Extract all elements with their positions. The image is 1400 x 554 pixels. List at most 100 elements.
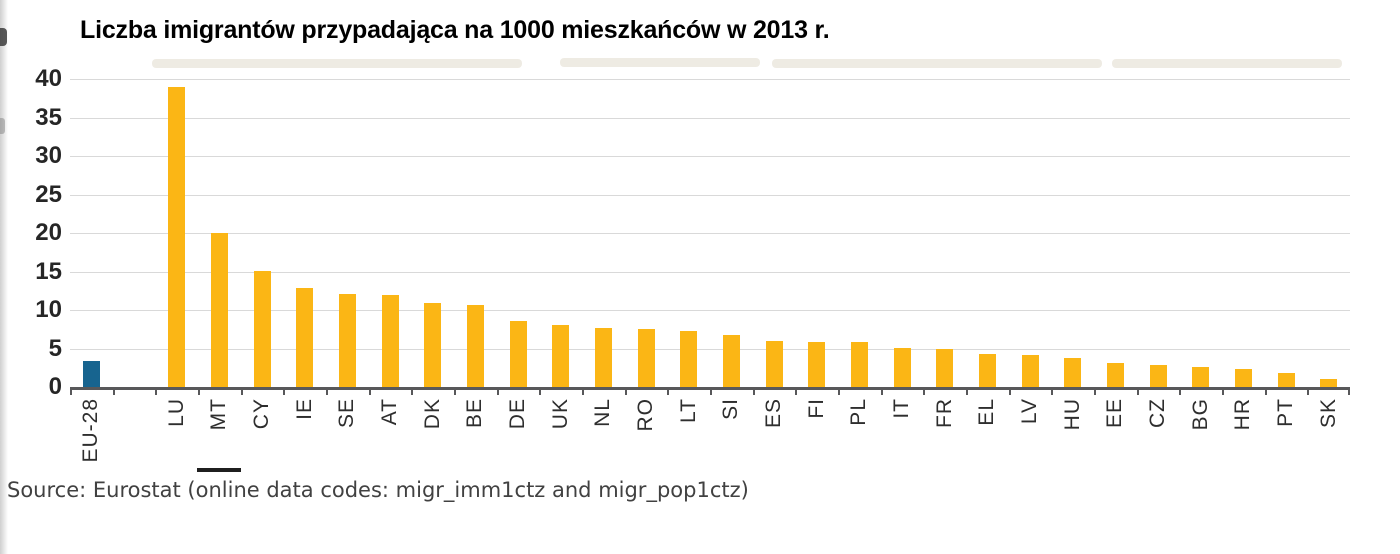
y-tick-label-30: 30 <box>35 142 62 169</box>
bar-AT <box>381 294 399 387</box>
axis-tick <box>752 387 755 395</box>
y-tick-label-25: 25 <box>35 180 62 208</box>
x-tick-label-text: IE <box>292 398 316 420</box>
x-tick-label-text: SE <box>335 398 359 429</box>
y-tick-label-0: 0 <box>48 373 62 400</box>
axis-tick <box>1348 387 1350 395</box>
axis-tick <box>1222 387 1224 395</box>
x-tick-label-text: PL <box>847 398 871 426</box>
x-tick-label-BG: BG <box>1179 398 1222 482</box>
x-tick-label-LV: LV <box>1009 398 1052 482</box>
x-tick-label-CY: CY <box>241 398 284 482</box>
axis-tick <box>624 387 627 395</box>
axis-tick <box>1179 387 1182 395</box>
gridline-15 <box>70 271 1350 273</box>
y-tick-label-35: 35 <box>35 103 62 131</box>
scan-edge-mark <box>0 28 7 46</box>
scan-smudge-artifact <box>152 59 522 68</box>
x-tick-label-text: SI <box>719 398 743 420</box>
bar-IT <box>893 347 911 387</box>
x-tick-label-PT: PT <box>1265 398 1308 482</box>
x-tick-label-text: MT <box>207 398 231 431</box>
x-tick-label-text: DE <box>505 398 529 430</box>
bar-SE <box>338 293 356 387</box>
x-tick-label-UK: UK <box>539 398 582 482</box>
axis-tick <box>539 387 542 395</box>
bar-UK <box>552 324 570 387</box>
bar-PL <box>850 342 868 387</box>
y-tick-label-10: 10 <box>35 296 62 323</box>
x-tick-label-text: HU <box>1060 398 1084 431</box>
x-tick-label-text: EU-28 <box>79 398 103 463</box>
bar-HU <box>1064 357 1082 387</box>
axis-tick <box>283 387 286 395</box>
axis-tick <box>667 387 670 395</box>
x-tick-label-text: FR <box>932 398 956 428</box>
source-note: Source: Eurostat (online data codes: mig… <box>7 478 749 502</box>
x-tick-label-SE: SE <box>326 398 369 482</box>
y-tick-label-40: 40 <box>35 65 62 92</box>
x-tick-label-text: EL <box>975 398 999 426</box>
x-tick-label-DE: DE <box>497 398 540 482</box>
x-tick-label-text: SK <box>1316 398 1340 429</box>
axis-tick <box>1094 387 1096 395</box>
chart-title: Liczba imigrantów przypadająca na 1000 m… <box>80 16 830 44</box>
bar-RO <box>637 329 655 387</box>
axis-tick <box>1264 387 1267 395</box>
gridline-25 <box>70 194 1350 196</box>
x-tick-label-text: CY <box>249 398 273 430</box>
x-tick-label-EL: EL <box>966 398 1009 482</box>
x-tick-label-CZ: CZ <box>1137 398 1180 482</box>
y-tick-label-15: 15 <box>35 257 62 285</box>
axis-tick <box>326 387 328 395</box>
axis-tick <box>1008 387 1011 395</box>
axis-tick <box>1307 387 1310 395</box>
bar-LT <box>680 330 698 387</box>
x-tick-label-MT: MT <box>198 398 241 482</box>
bar-LV <box>1021 355 1039 387</box>
x-tick-label-text: FI <box>804 398 828 419</box>
axis-tick <box>1136 387 1139 395</box>
x-tick-label-EE: EE <box>1094 398 1137 482</box>
gridline-20 <box>70 233 1350 234</box>
x-tick-label-text: HR <box>1231 398 1255 431</box>
bar-ES <box>765 340 783 387</box>
x-tick-label-PL: PL <box>838 398 881 482</box>
axis-tick <box>880 387 883 395</box>
plot-area <box>70 79 1350 395</box>
x-tick-label-text: LT <box>676 398 700 423</box>
axis-tick <box>240 387 243 395</box>
axis-tick <box>838 387 840 395</box>
x-tick-label-ES: ES <box>753 398 796 482</box>
axis-tick <box>112 387 115 395</box>
scan-edge-mark <box>0 118 5 134</box>
bar-EL <box>978 353 996 387</box>
axis-tick <box>496 387 499 395</box>
x-tick-label-HR: HR <box>1222 398 1265 482</box>
bar-CZ <box>1149 364 1167 387</box>
gridline-30 <box>70 156 1350 157</box>
bar-EU-28 <box>82 360 100 387</box>
x-tick-label-HU: HU <box>1051 398 1094 482</box>
bar-NL <box>594 328 612 387</box>
scan-smudge-artifact <box>560 58 760 67</box>
bar-CY <box>253 270 271 387</box>
gridline-35 <box>70 117 1350 119</box>
y-tick-label-20: 20 <box>35 219 62 246</box>
x-tick-label-LT: LT <box>667 398 710 482</box>
gridline-40 <box>70 79 1350 80</box>
bar-HR <box>1234 369 1252 387</box>
axis-tick <box>198 387 200 395</box>
bar-DE <box>509 320 527 387</box>
axis-tick <box>70 387 72 395</box>
y-tick-label-5: 5 <box>48 334 62 362</box>
gridline-5 <box>70 348 1350 350</box>
x-tick-label-text: AT <box>377 398 401 426</box>
x-tick-label-text: PT <box>1273 398 1297 427</box>
scan-underscore-artifact <box>197 468 241 472</box>
axis-tick <box>454 387 456 395</box>
x-tick-label-text: ES <box>761 398 785 429</box>
x-tick-label-text: UK <box>548 398 572 430</box>
x-tick-label-text: BE <box>463 398 487 429</box>
x-tick-label-RO: RO <box>625 398 668 482</box>
